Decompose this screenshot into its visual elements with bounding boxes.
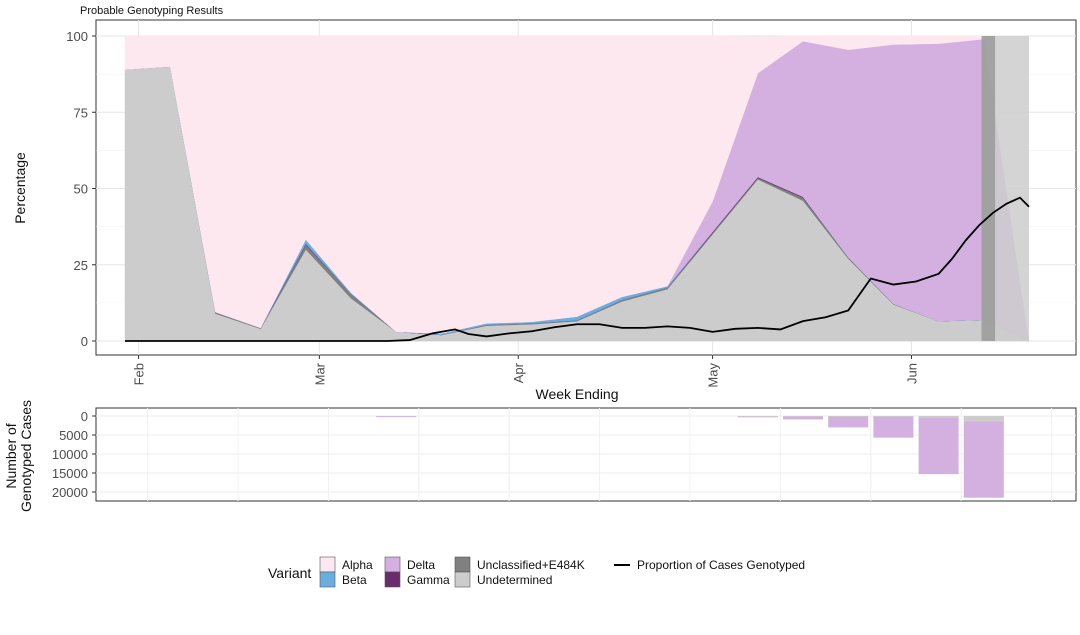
legend-line-label: Proportion of Cases Genotyped xyxy=(637,558,805,572)
sub-y-tick-label: 15000 xyxy=(52,466,88,481)
main-panel-border xyxy=(95,19,1077,356)
y-tick-label: 75 xyxy=(74,105,88,120)
sub-y-ticks: 0 5000 10000 15000 20000 xyxy=(52,409,96,500)
x-tick-label: Apr xyxy=(511,362,526,383)
count-bar xyxy=(828,416,869,428)
x-tick-label: Feb xyxy=(132,363,147,385)
count-bar xyxy=(783,416,823,420)
legend-swatch-alpha xyxy=(319,556,336,573)
count-bar xyxy=(963,416,1004,498)
legend-swatch-gamma xyxy=(384,571,401,588)
count-bar xyxy=(918,416,959,475)
sub-y-tick-label: 10000 xyxy=(52,447,88,462)
sub-y-axis-title-line: Genotyped Cases xyxy=(18,400,34,512)
sub-y-axis-title-line: Number of xyxy=(3,423,19,488)
sub-y-tick-label: 20000 xyxy=(52,485,88,500)
legend-swatch-unclassified-e484k xyxy=(454,556,471,573)
proportion-line xyxy=(125,196,1030,342)
count-bar-undetermined xyxy=(737,416,778,417)
y-tick-label: 100 xyxy=(66,29,88,44)
chart-title: Probable Genotyping Results xyxy=(80,5,224,17)
count-bar-undetermined xyxy=(873,416,914,417)
main-panel: 0 25 50 75 100 Feb Mar Apr May Jun xyxy=(66,19,1077,388)
count-bar xyxy=(873,416,914,438)
sub-panel: 0 5000 10000 15000 20000 xyxy=(52,407,1077,502)
sub-bars xyxy=(376,416,1004,498)
legend-label-undetermined: Undetermined xyxy=(477,573,552,587)
legend-title: Variant xyxy=(268,565,311,581)
y-tick-label: 50 xyxy=(74,182,88,197)
legend-swatch-undetermined xyxy=(454,571,471,588)
count-bar-undetermined xyxy=(963,416,1004,422)
count-bar-undetermined xyxy=(918,416,959,418)
main-shades xyxy=(981,36,1029,341)
x-tick-label: May xyxy=(706,363,721,388)
count-bar-undetermined xyxy=(783,416,823,417)
legend-swatch-delta xyxy=(384,556,401,573)
count-bar xyxy=(376,416,417,418)
y-tick-label: 0 xyxy=(81,334,88,349)
legend-label-alpha: Alpha xyxy=(342,558,373,572)
y-tick-label: 25 xyxy=(74,258,88,273)
main-y-ticks: 0 25 50 75 100 xyxy=(66,29,96,349)
legend-label-delta: Delta xyxy=(407,558,435,572)
shaded-unclassified-e484k xyxy=(981,36,996,341)
legend-swatch-beta xyxy=(319,571,336,588)
main-areas xyxy=(124,35,1030,342)
main-x-ticks: Feb Mar Apr May Jun xyxy=(132,355,919,388)
x-tick-label: Jun xyxy=(904,363,919,384)
legend-label-beta: Beta xyxy=(342,573,367,587)
count-bar-undetermined xyxy=(828,416,869,417)
sub-y-axis-title: Number ofGenotyped Cases xyxy=(3,400,34,512)
x-tick-label: Mar xyxy=(312,362,327,385)
x-axis-title: Week Ending xyxy=(535,386,618,402)
main-line xyxy=(125,196,1030,342)
sub-y-tick-label: 5000 xyxy=(59,428,88,443)
legend-label-unclassified-e484k: Unclassified+E484K xyxy=(477,558,585,572)
legend-label-gamma: Gamma xyxy=(407,573,450,587)
sub-y-tick-label: 0 xyxy=(81,409,88,424)
y-axis-title: Percentage xyxy=(12,152,28,224)
